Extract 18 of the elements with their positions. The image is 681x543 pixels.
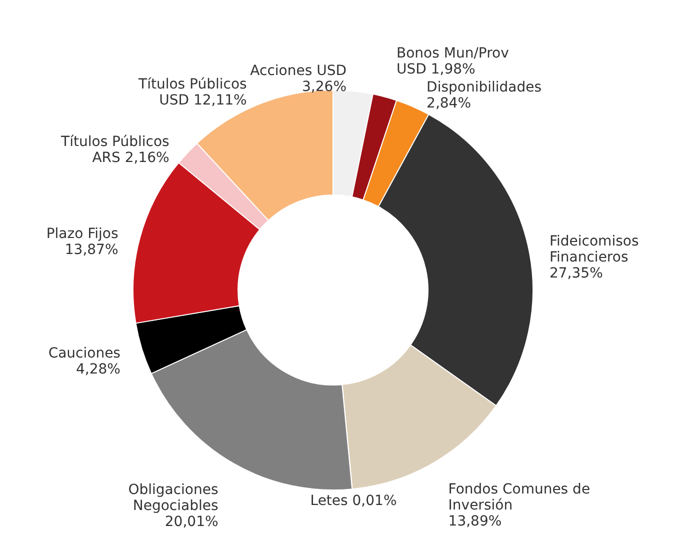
slice-label: Bonos Mun/Prov USD 1,98%: [396, 46, 509, 78]
data-label: 27,35%: [549, 265, 603, 282]
data-label: 13,87%: [64, 242, 118, 258]
slice-label: Acciones USD: [250, 63, 346, 80]
slice-label: Títulos Públicos ARS 2,16%: [60, 134, 170, 166]
slice-label: Letes 0,01%: [310, 493, 397, 510]
slice-label: Fideicomisos Financieros: [549, 233, 639, 266]
data-label: 20,01%: [164, 514, 218, 530]
slice-label: Plazo Fijos: [46, 226, 118, 242]
slice-label: Disponibilidades: [426, 80, 542, 96]
slice-label: Obligaciones Negociables: [128, 482, 218, 514]
slice-label: Cauciones: [48, 346, 120, 362]
slice-label: Fondos Comunes de Inversión: [448, 481, 590, 514]
data-label: 2,84%: [426, 96, 472, 112]
data-label: 4,28%: [76, 362, 120, 378]
data-label: 3,26%: [302, 79, 346, 96]
data-label: 13,89%: [448, 513, 502, 530]
slice-label: Títulos Públicos USD 12,11%: [138, 76, 247, 109]
